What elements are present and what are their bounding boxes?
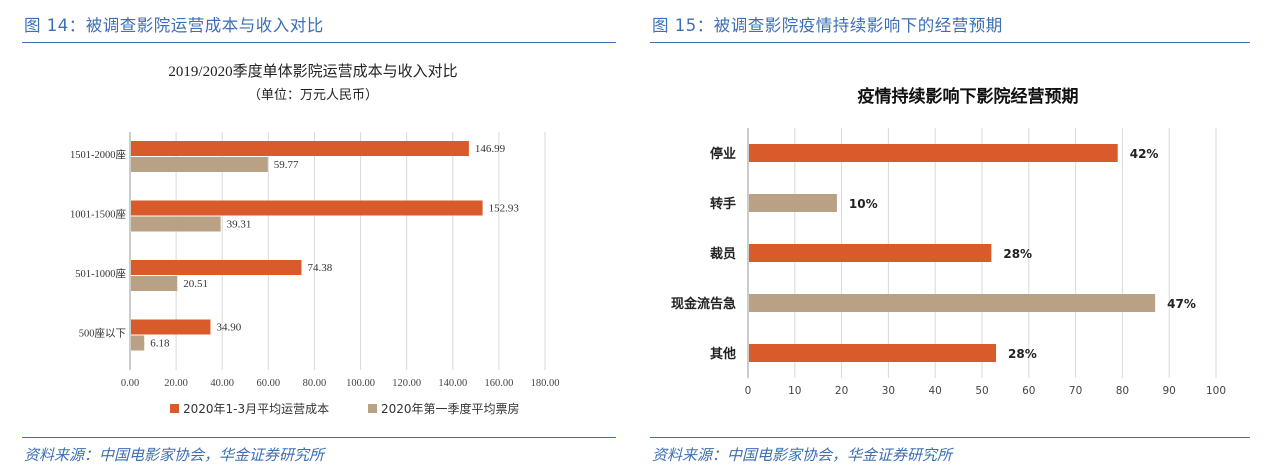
category-label: 现金流告急 xyxy=(671,296,736,312)
bar xyxy=(749,344,997,362)
x-tick-label: 0.00 xyxy=(121,378,139,389)
figure-14: 图 14：被调查影院运营成本与收入对比 2019/2020季度单体影院运营成本与… xyxy=(22,16,616,464)
figure-15: 图 15：被调查影院疫情持续影响下的经营预期 疫情持续影响下影院经营预期 42%… xyxy=(640,0,1280,474)
x-tick-label: 20 xyxy=(835,385,848,397)
x-tick-label: 40.00 xyxy=(210,378,234,389)
category-label: 转手 xyxy=(710,196,736,212)
category-label: 500座以下 xyxy=(79,327,126,340)
bar xyxy=(749,144,1118,162)
chart-title: 2019/2020季度单体影院运营成本与收入对比 xyxy=(168,62,457,80)
source-note: 资料来源：中国电影家协会，华金证券研究所 xyxy=(652,446,953,464)
source-note: 资料来源：中国电影家协会，华金证券研究所 xyxy=(24,446,325,464)
x-tick-label: 80 xyxy=(1116,385,1129,397)
category-label: 停业 xyxy=(710,146,736,162)
legend-label: 2020年第一季度平均票房 xyxy=(381,401,520,416)
heading-rule xyxy=(650,42,1250,43)
x-tick-label: 120.00 xyxy=(392,378,421,389)
data-label: 39.31 xyxy=(227,219,252,231)
x-tick-label: 140.00 xyxy=(438,378,467,389)
bar xyxy=(131,200,483,216)
bar xyxy=(749,244,992,262)
x-tick-label: 0 xyxy=(745,385,752,397)
chart-title: 疫情持续影响下影院经营预期 xyxy=(858,86,1079,107)
category-label: 裁员 xyxy=(710,246,736,262)
chart-subtitle: （单位：万元人民币） xyxy=(248,87,378,102)
heading-rule xyxy=(22,42,616,43)
category-label: 其他 xyxy=(710,346,736,362)
data-label: 59.77 xyxy=(274,159,299,171)
source-rule xyxy=(650,437,1250,438)
x-tick-label: 60.00 xyxy=(257,378,281,389)
bar xyxy=(131,141,469,156)
x-tick-label: 160.00 xyxy=(484,378,513,389)
x-tick-label: 40 xyxy=(929,385,942,397)
data-label: 146.99 xyxy=(475,143,506,155)
x-tick-label: 60 xyxy=(1022,385,1035,397)
cost-revenue-chart: 2019/2020季度单体影院运营成本与收入对比 （单位：万元人民币） 146.… xyxy=(70,62,560,416)
x-tick-label: 20.00 xyxy=(164,378,188,389)
source-rule xyxy=(22,437,616,438)
category-label: 501-1000座 xyxy=(75,267,126,280)
x-tick-label: 70 xyxy=(1069,385,1082,397)
x-tick-label: 90 xyxy=(1163,385,1176,397)
expectation-chart: 疫情持续影响下影院经营预期 42% 10% 28% 47% 28% 0 10 20 30 40 5… xyxy=(671,86,1226,397)
legend-swatch xyxy=(170,404,179,413)
bar xyxy=(131,260,302,275)
x-tick-label: 100.00 xyxy=(346,378,375,389)
bar xyxy=(131,216,221,232)
legend-swatch xyxy=(368,404,377,413)
data-label: 47% xyxy=(1167,297,1196,311)
legend-label: 2020年1-3月平均运营成本 xyxy=(183,402,329,416)
x-tick-label: 180.00 xyxy=(531,378,560,389)
category-label: 1001-1500座 xyxy=(70,208,126,221)
x-tick-label: 50 xyxy=(975,385,988,397)
bar xyxy=(131,276,178,291)
bar xyxy=(131,157,268,172)
bar xyxy=(131,335,145,351)
data-label: 28% xyxy=(1003,247,1032,261)
x-tick-label: 10 xyxy=(788,385,801,397)
data-label: 6.18 xyxy=(150,338,170,350)
x-tick-label: 80.00 xyxy=(303,378,327,389)
x-tick-label: 30 xyxy=(882,385,895,397)
bar xyxy=(749,294,1156,312)
data-label: 28% xyxy=(1008,347,1037,361)
data-label: 74.38 xyxy=(307,262,332,274)
x-tick-label: 100 xyxy=(1206,385,1226,397)
data-label: 42% xyxy=(1130,147,1159,161)
bar xyxy=(749,194,837,212)
category-label: 1501-2000座 xyxy=(70,148,126,161)
figure-heading: 图 14：被调查影院运营成本与收入对比 xyxy=(24,16,324,35)
figure-heading: 图 15：被调查影院疫情持续影响下的经营预期 xyxy=(652,16,1003,35)
bar xyxy=(131,319,211,335)
data-label: 10% xyxy=(849,197,878,211)
data-label: 34.90 xyxy=(216,322,241,334)
data-label: 152.93 xyxy=(489,203,520,215)
data-label: 20.51 xyxy=(183,278,208,290)
